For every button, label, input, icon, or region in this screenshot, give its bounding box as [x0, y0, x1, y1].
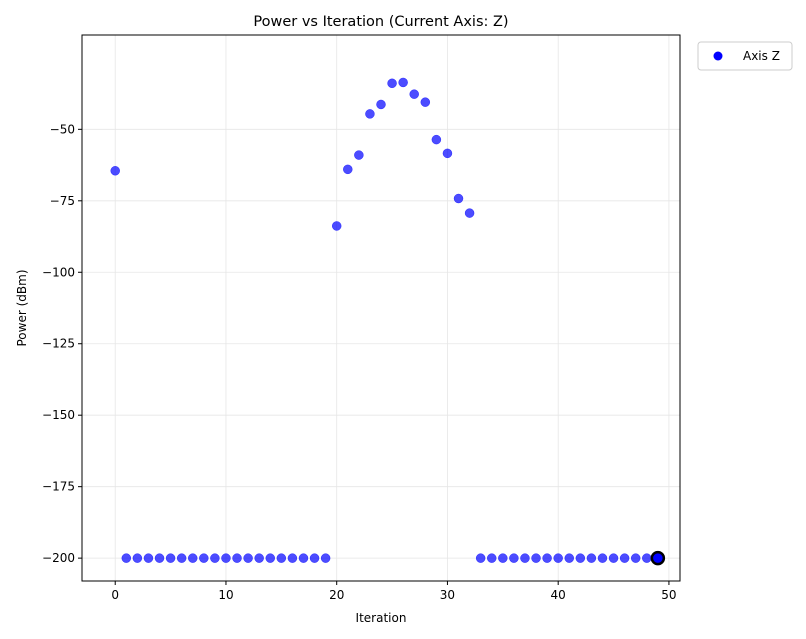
data-point — [498, 553, 508, 563]
data-point — [509, 553, 519, 563]
legend-frame — [697, 41, 793, 71]
y-tick-label: −175 — [42, 480, 75, 494]
data-point — [287, 553, 298, 563]
data-point — [276, 553, 287, 563]
data-point — [531, 553, 541, 563]
data-point — [154, 553, 165, 563]
data-point — [331, 221, 342, 231]
data-point — [586, 553, 597, 563]
legend: Axis Z — [697, 41, 793, 71]
data-point — [199, 553, 209, 563]
data-point — [553, 553, 563, 563]
data-point — [431, 134, 442, 145]
data-points — [110, 77, 666, 566]
data-point — [630, 553, 641, 563]
y-tick-label: −200 — [42, 551, 75, 565]
data-point — [542, 553, 552, 563]
data-point — [365, 109, 375, 119]
data-point — [464, 208, 475, 218]
data-point — [420, 97, 431, 107]
data-point — [132, 553, 143, 563]
data-point — [265, 553, 276, 563]
data-point — [619, 553, 630, 563]
data-point — [187, 553, 198, 563]
data-point — [121, 553, 132, 563]
legend-marker-axis-z — [713, 51, 723, 61]
data-point — [254, 553, 264, 563]
data-point — [453, 193, 464, 204]
gridlines — [82, 35, 680, 581]
data-point — [232, 553, 242, 563]
data-point — [143, 553, 154, 563]
data-point — [376, 99, 386, 110]
data-point — [343, 164, 353, 175]
data-point — [575, 553, 586, 563]
x-tick-label: 30 — [440, 588, 455, 602]
data-point — [597, 553, 608, 563]
data-point — [221, 553, 231, 563]
y-axis-label: Power (dBm) — [15, 270, 29, 347]
data-point — [354, 150, 364, 160]
y-tick-label: −125 — [42, 337, 75, 351]
y-tick-label: −100 — [42, 265, 75, 279]
data-point — [320, 553, 331, 563]
data-point — [298, 553, 309, 563]
data-point — [210, 553, 220, 563]
data-point — [110, 166, 120, 176]
data-point — [309, 553, 320, 563]
data-point — [442, 148, 453, 159]
x-tick-label: 20 — [329, 588, 344, 602]
y-tick-label: −75 — [50, 194, 75, 208]
y-axis-ticks: −200 −175 −150 −125 −100 −75 −50 — [42, 122, 82, 565]
x-tick-label: 10 — [218, 588, 233, 602]
data-point — [165, 553, 176, 563]
current-point-highlight — [650, 550, 666, 566]
x-tick-label: 40 — [551, 588, 566, 602]
x-axis-ticks: 0 10 20 30 40 50 — [111, 581, 677, 602]
x-tick-label: 0 — [111, 588, 119, 602]
data-point — [176, 553, 187, 563]
data-point — [520, 553, 530, 563]
data-point — [387, 78, 397, 89]
y-tick-label: −50 — [50, 122, 75, 136]
data-point — [398, 77, 408, 88]
x-tick-label: 50 — [661, 588, 676, 602]
plot-area — [82, 35, 680, 581]
chart-title: Power vs Iteration (Current Axis: Z) — [253, 14, 508, 30]
data-point — [475, 553, 486, 563]
data-point — [486, 553, 497, 563]
plot-frame — [81, 34, 681, 582]
data-point — [564, 553, 575, 563]
data-point — [608, 553, 619, 563]
y-tick-label: −150 — [42, 408, 75, 422]
data-point — [642, 553, 652, 563]
data-point — [243, 553, 253, 563]
x-axis-label: Iteration — [356, 611, 407, 625]
data-point — [409, 89, 419, 99]
legend-label-axis-z: Axis Z — [743, 49, 780, 63]
